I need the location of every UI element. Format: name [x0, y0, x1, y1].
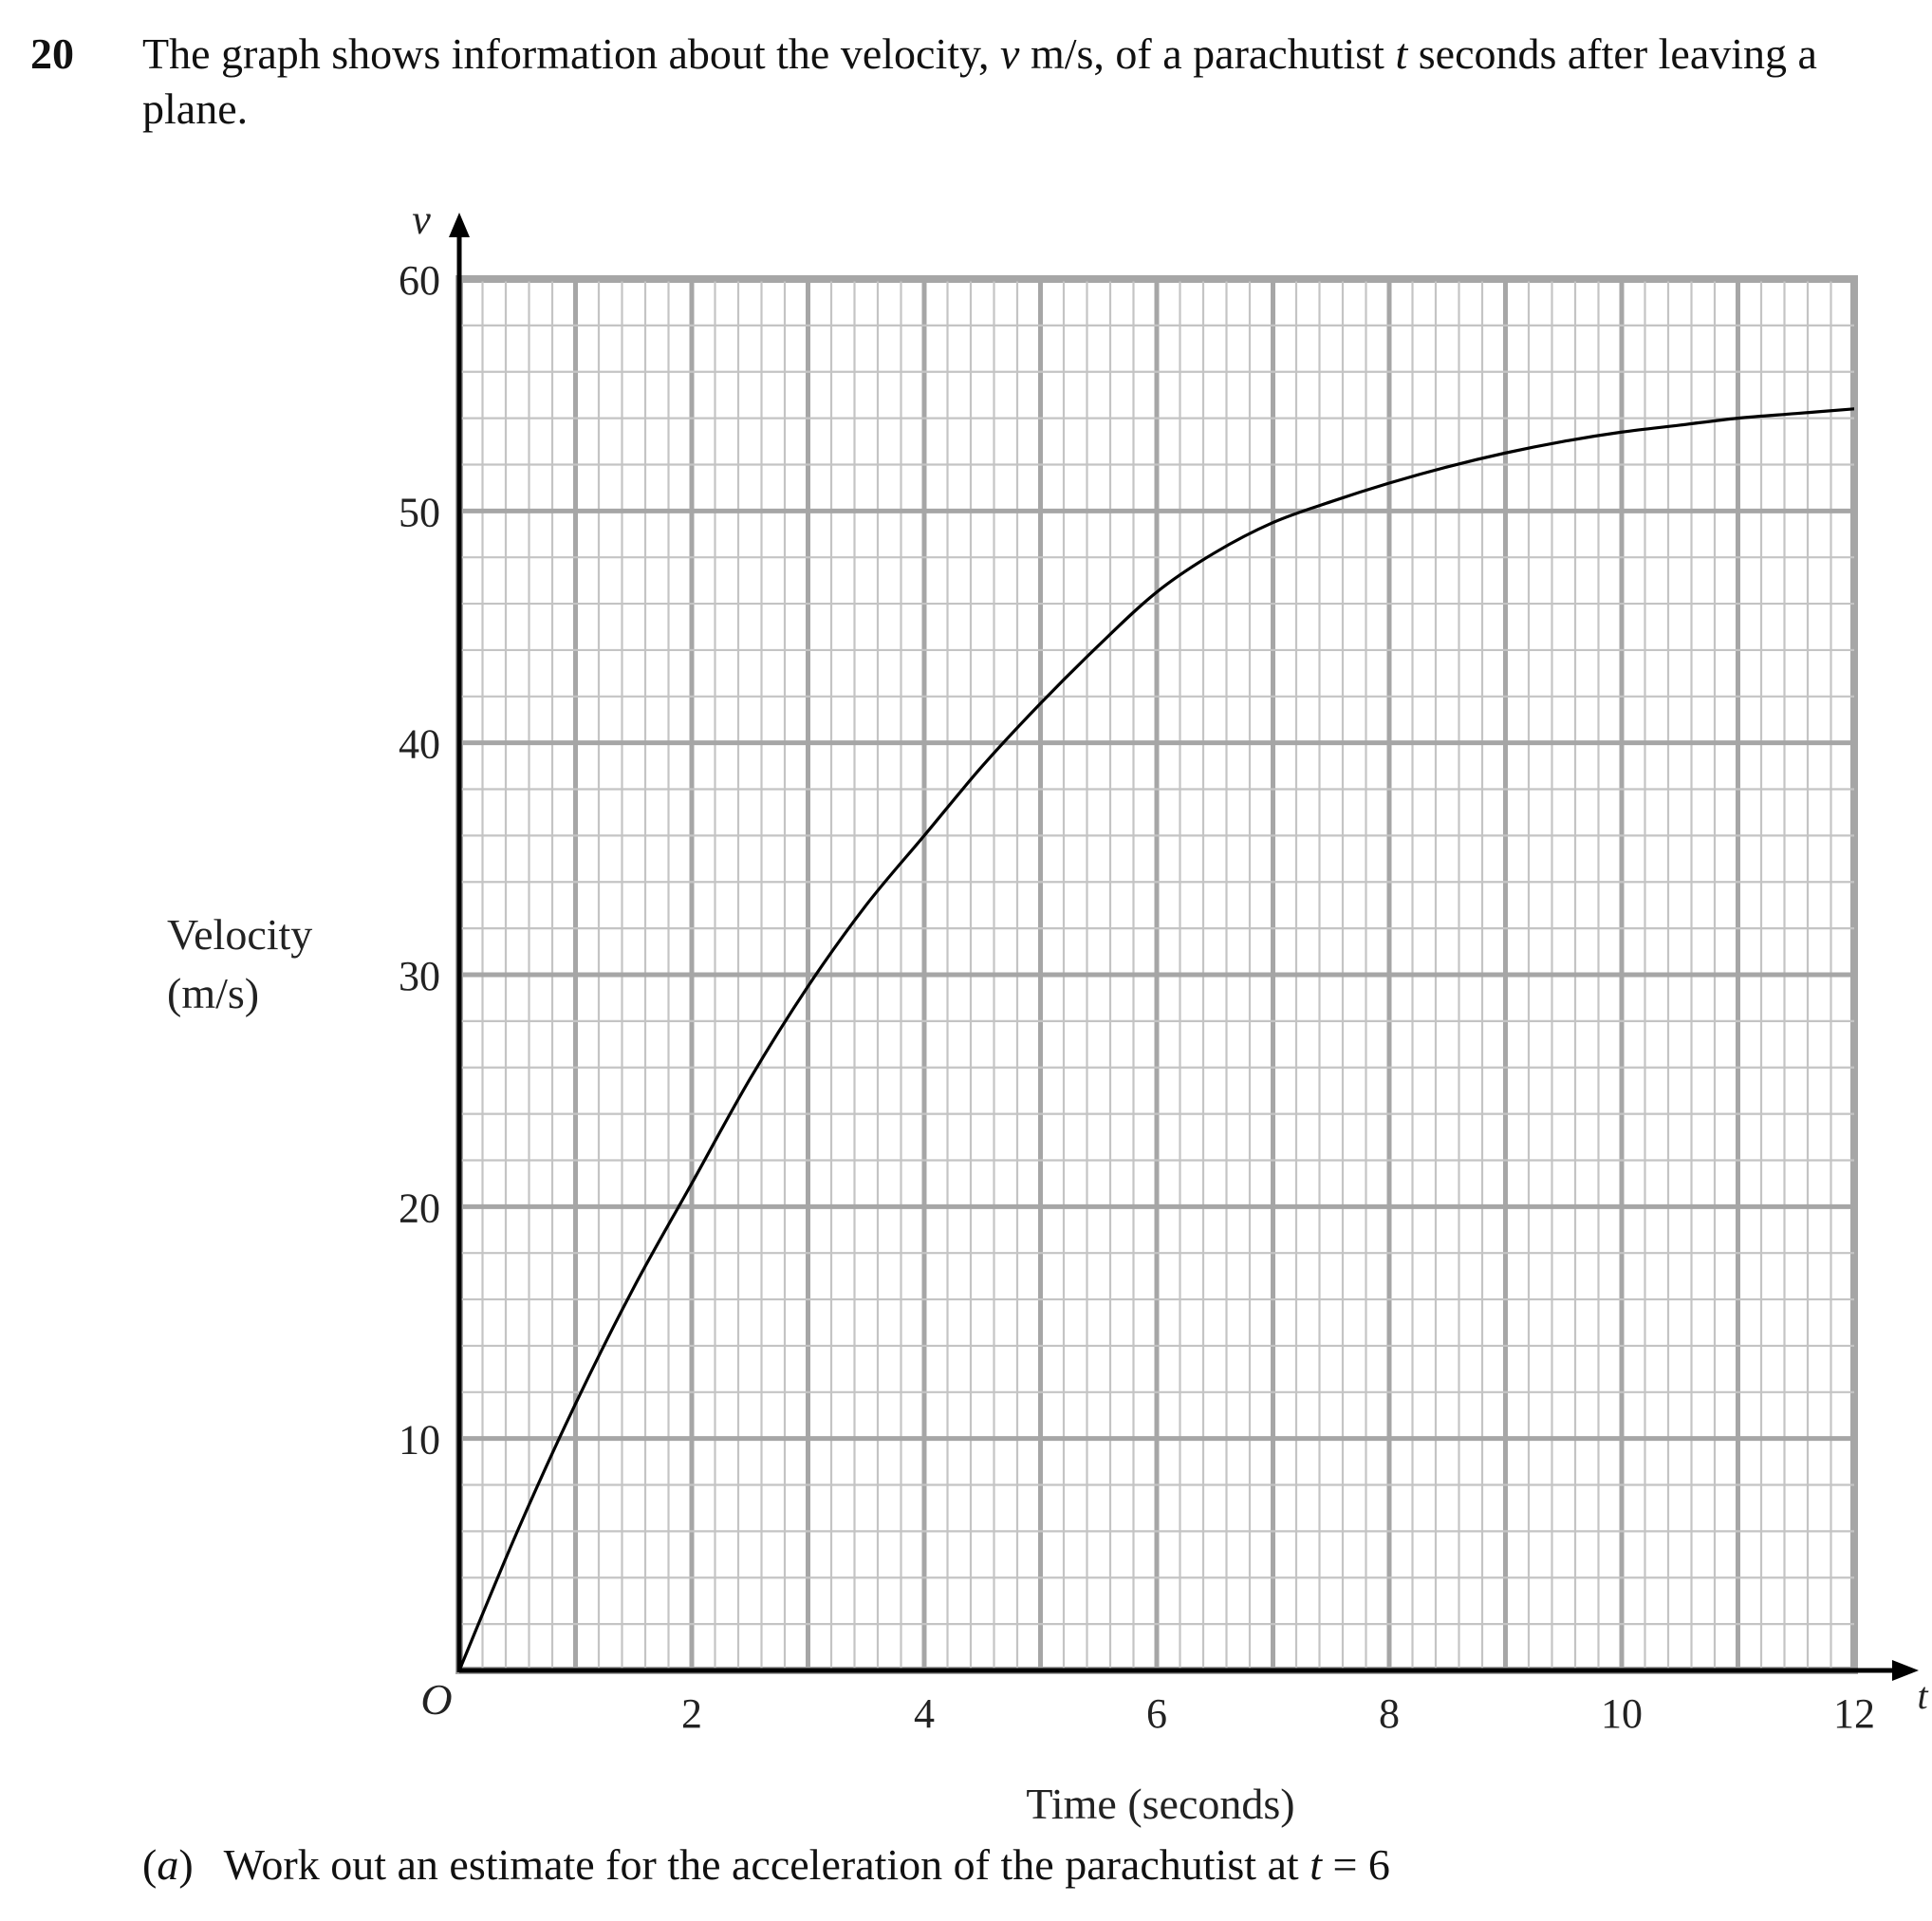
- y-axis-symbol: v: [412, 196, 431, 243]
- stem-text-end: seconds after leaving a plane.: [142, 29, 1817, 133]
- x-axis-arrow-icon: [1892, 1660, 1919, 1681]
- x-tick-label: 4: [914, 1690, 935, 1737]
- x-tick-label: 8: [1379, 1690, 1400, 1737]
- part-a-label-close: ): [178, 1840, 194, 1889]
- y-tick-label: 30: [399, 953, 440, 999]
- stem-text-start: The graph shows information about the ve…: [142, 29, 1001, 78]
- axes: [449, 213, 1919, 1681]
- y-tick-label: 10: [399, 1417, 440, 1464]
- y-axis-title-line2: (m/s): [167, 969, 259, 1017]
- y-tick-label: 50: [399, 489, 440, 535]
- curve-layer: [459, 407, 1854, 1672]
- origin-label: O: [420, 1675, 452, 1724]
- x-tick-label: 10: [1601, 1690, 1643, 1737]
- y-tick-label: 40: [399, 721, 440, 768]
- x-tick-label: 6: [1146, 1690, 1167, 1737]
- part-a-equals: = 6: [1321, 1840, 1390, 1889]
- stem-v-symbol: v: [1000, 29, 1020, 78]
- y-axis-arrow-icon: [449, 213, 470, 237]
- part-a-label-open: (: [142, 1840, 158, 1889]
- velocity-curve-0: [459, 407, 1854, 1672]
- part-a-text: Work out an estimate for the acceleratio…: [223, 1840, 1310, 1889]
- labels: 2 4 6 8 10 12 10 20 30 40 50 60 Ov t Time (seconds) Vel…: [167, 196, 1928, 1828]
- question-stem: The graph shows information about the ve…: [142, 27, 1869, 137]
- x-tick-label: 12: [1833, 1690, 1875, 1737]
- stem-text-mid: m/s, of a parachutist: [1019, 29, 1396, 78]
- x-axis-symbol: t: [1917, 1674, 1928, 1717]
- x-axis-title: Time (seconds): [1026, 1780, 1294, 1828]
- part-a-t-symbol: t: [1310, 1840, 1322, 1889]
- part-a-question: (a) Work out an estimate for the accelera…: [142, 1839, 1390, 1890]
- y-axis-title-line1: Velocity: [167, 910, 312, 959]
- y-tick-label: 20: [399, 1184, 440, 1231]
- stem-t-symbol: t: [1395, 29, 1408, 78]
- question-number: 20: [30, 29, 74, 78]
- velocity-time-chart: 2 4 6 8 10 12 10 20 30 40 50 60 Ov t Time (seconds) Vel…: [167, 196, 1928, 1828]
- grid: [455, 275, 1858, 1674]
- y-tick-label: 60: [399, 257, 440, 304]
- part-a-label-letter: a: [157, 1840, 179, 1889]
- x-tick-label: 2: [681, 1690, 702, 1737]
